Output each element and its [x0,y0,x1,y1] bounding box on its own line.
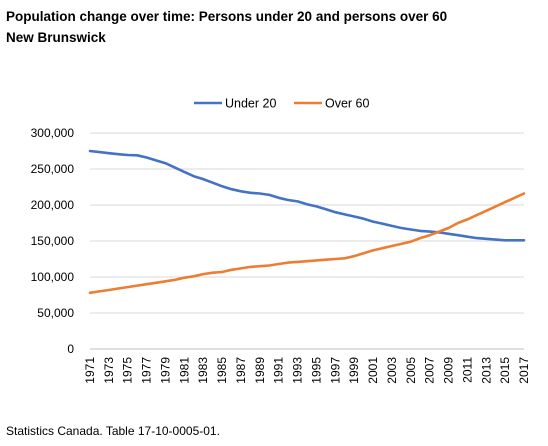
y-tick-label: 150,000 [31,234,75,248]
x-tick-label: 2013 [479,357,493,384]
y-tick-label: 300,000 [31,126,75,140]
x-tick-label: 2011 [460,357,474,383]
chart-title: Population change over time: Persons und… [6,6,447,48]
x-tick-label: 1997 [328,357,342,384]
legend-label: Over 60 [325,97,370,111]
x-tick-label: 2001 [366,357,380,384]
x-axis-tick-labels: 1971 1973 1975 1977 1979 1981 1983 1985 1987 1989… [83,357,531,384]
x-tick-label: 1981 [177,357,191,384]
x-tick-label: 1999 [347,357,361,384]
x-tick-label: 2017 [517,357,531,384]
x-tick-label: 1979 [158,357,172,384]
y-axis-tick-labels: 0 50,000 100,000 150,000 200,000 250,000 300,0… [31,126,75,356]
chart-title-line1: Population change over time: Persons und… [6,9,448,24]
series-line-under-20 [88,149,526,242]
x-tick-label: 2009 [442,357,456,384]
series-line-over-60 [88,192,526,295]
x-tick-label: 2015 [498,357,512,384]
source-note: Statistics Canada. Table 17-10-0005-01. [6,424,220,438]
y-tick-label: 50,000 [37,306,74,320]
x-tick-label: 2005 [404,357,418,384]
y-tick-label: 0 [67,342,74,356]
x-tick-label: 2003 [385,357,399,384]
x-tick-label: 1993 [291,357,305,384]
chart-title-line2: New Brunswick [6,30,106,45]
x-tick-label: 1989 [253,357,267,384]
x-tick-label: 1991 [272,357,286,384]
x-tick-label: 1985 [215,357,229,384]
gridlines [90,132,524,350]
y-tick-label: 200,000 [31,198,75,212]
x-tick-label: 1995 [309,357,323,384]
legend: Under 20 Over 60 [194,97,370,111]
x-tick-label: 1983 [196,357,210,384]
x-tick-label: 1971 [83,357,97,384]
x-tick-label: 1977 [140,357,154,384]
x-tick-label: 1987 [234,357,248,384]
x-tick-label: 1975 [121,357,135,384]
y-tick-label: 250,000 [31,162,75,176]
series-lines [88,149,526,295]
legend-label: Under 20 [225,97,276,111]
x-tick-label: 2007 [423,357,437,384]
y-tick-label: 100,000 [31,270,75,284]
x-tick-label: 1973 [102,357,116,384]
